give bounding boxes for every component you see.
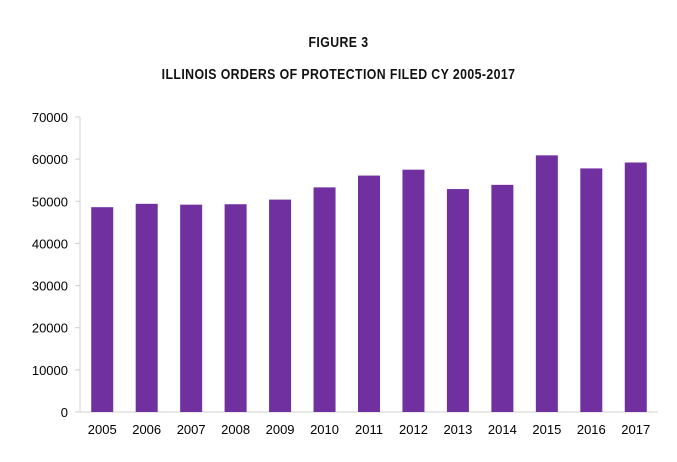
bar-2007	[180, 204, 203, 412]
bar-2006	[135, 203, 158, 412]
x-tick-label: 2010	[310, 422, 339, 437]
y-tick-label: 30000	[32, 279, 68, 294]
bar-2014	[491, 184, 514, 412]
y-tick-label: 20000	[32, 321, 68, 336]
x-tick-label: 2011	[355, 422, 383, 437]
x-tick-label: 2014	[488, 422, 517, 437]
bar-2008	[224, 204, 247, 412]
x-tick-label: 2012	[399, 422, 428, 437]
bar-2009	[269, 199, 292, 412]
x-tick-label: 2013	[443, 422, 472, 437]
x-tick-label: 2009	[266, 422, 295, 437]
bar-2005	[91, 207, 114, 412]
y-tick-label: 10000	[32, 363, 68, 378]
bar-2011	[358, 175, 380, 412]
bar-2015	[535, 155, 558, 412]
x-tick-label: 2008	[221, 422, 250, 437]
x-tick-label: 2006	[132, 422, 161, 437]
x-tick-label: 2005	[88, 422, 117, 437]
x-tick-label: 2017	[621, 422, 650, 437]
bar-2010	[313, 187, 336, 412]
y-tick-label: 0	[61, 405, 68, 420]
x-tick-label: 2016	[577, 422, 606, 437]
bar-2017	[624, 162, 647, 412]
bar-2013	[446, 189, 469, 412]
x-tick-label: 2007	[177, 422, 206, 437]
chart-title: FIGURE 3	[308, 34, 369, 51]
bar-2016	[580, 168, 603, 412]
y-tick-label: 40000	[32, 236, 68, 251]
bar-2012	[402, 169, 425, 412]
y-tick-label: 70000	[32, 110, 68, 125]
chart-subtitle: ILLINOIS ORDERS OF PROTECTION FILED CY 2…	[161, 66, 516, 83]
y-tick-label: 50000	[32, 194, 68, 209]
x-tick-label: 2015	[532, 422, 561, 437]
y-tick-label: 60000	[32, 152, 68, 167]
